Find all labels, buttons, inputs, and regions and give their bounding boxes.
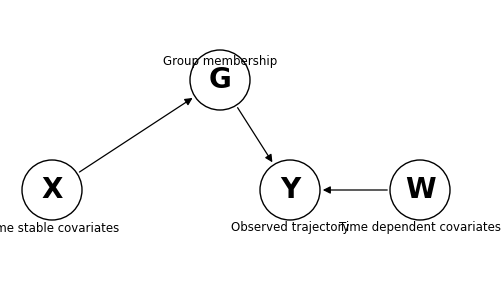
Circle shape: [260, 160, 320, 220]
Circle shape: [22, 160, 82, 220]
Text: W: W: [405, 176, 435, 204]
Text: Observed trajectory: Observed trajectory: [231, 221, 349, 235]
Text: Time dependent covariates: Time dependent covariates: [339, 221, 501, 235]
Circle shape: [390, 160, 450, 220]
Text: Y: Y: [280, 176, 300, 204]
Text: G: G: [209, 66, 231, 94]
Text: Group membership: Group membership: [163, 56, 277, 69]
Circle shape: [190, 50, 250, 110]
Text: X: X: [41, 176, 62, 204]
Text: Time stable covariates: Time stable covariates: [0, 221, 119, 235]
